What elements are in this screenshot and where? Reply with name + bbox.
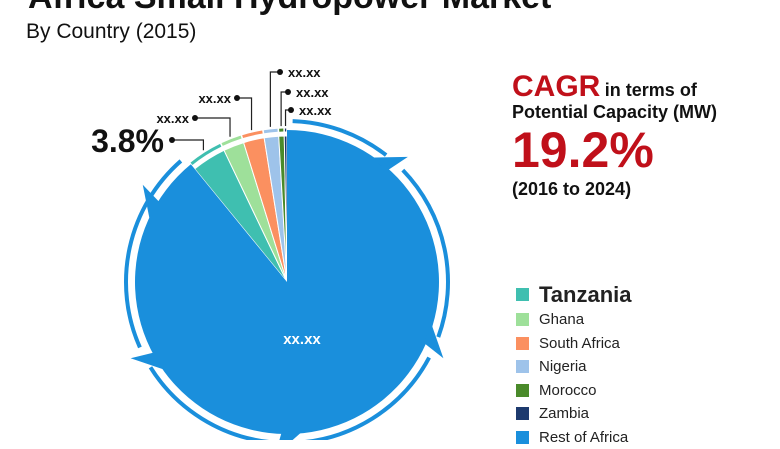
legend-label: Rest of Africa [539,429,628,446]
slice-label-nigeria: xx.xx [288,65,321,80]
leader-dot [285,89,291,95]
leader-dot [234,95,240,101]
leader-line [172,140,203,150]
legend-label: Tanzania [539,282,632,308]
legend-swatch [516,288,529,301]
legend-swatch [516,360,529,373]
cagr-line1: in terms of [605,80,697,100]
leader-dot [192,115,198,121]
legend-label: Morocco [539,382,597,399]
legend: Tanzania Ghana South Africa Nigeria Moro… [516,281,632,449]
leader-dot [277,69,283,75]
slice-accent-arc [264,130,278,131]
legend-item-morocco: Morocco [516,379,632,403]
legend-item-tanzania: Tanzania [516,281,632,308]
legend-swatch [516,337,529,350]
leader-dot [288,107,294,113]
legend-item-rest-of-africa: Rest of Africa [516,426,632,449]
slice-label-rest-of-africa: xx.xx [283,331,321,348]
leader-line [195,118,230,137]
slice-label-zambia: xx.xx [299,103,332,118]
legend-label: South Africa [539,335,620,352]
legend-swatch [516,384,529,397]
leader-dot [169,137,175,143]
leader-line [270,72,280,127]
legend-swatch [516,431,529,444]
legend-item-ghana: Ghana [516,308,632,332]
slice-label-tanzania: 3.8% [91,123,164,159]
slice-label-ghana: xx.xx [156,111,189,126]
slice-label-morocco: xx.xx [296,85,329,100]
cagr-word: CAGR [512,70,600,103]
legend-item-nigeria: Nigeria [516,355,632,379]
cagr-line2: Potential Capacity (MW) [512,102,717,123]
leader-line [237,98,252,130]
cagr-period: (2016 to 2024) [512,179,717,200]
legend-item-zambia: Zambia [516,402,632,426]
slice-accent-arc [243,132,263,137]
legend-swatch [516,407,529,420]
cagr-panel: CAGR in terms of Potential Capacity (MW)… [512,70,717,200]
legend-label: Ghana [539,311,584,328]
legend-swatch [516,313,529,326]
leader-line [281,92,288,126]
cagr-value: 19.2% [512,123,717,177]
slice-accent-arc [222,137,241,144]
legend-label: Nigeria [539,358,587,375]
legend-item-south-africa: South Africa [516,332,632,356]
legend-label: Zambia [539,405,589,422]
slice-label-south-africa: xx.xx [198,91,231,106]
